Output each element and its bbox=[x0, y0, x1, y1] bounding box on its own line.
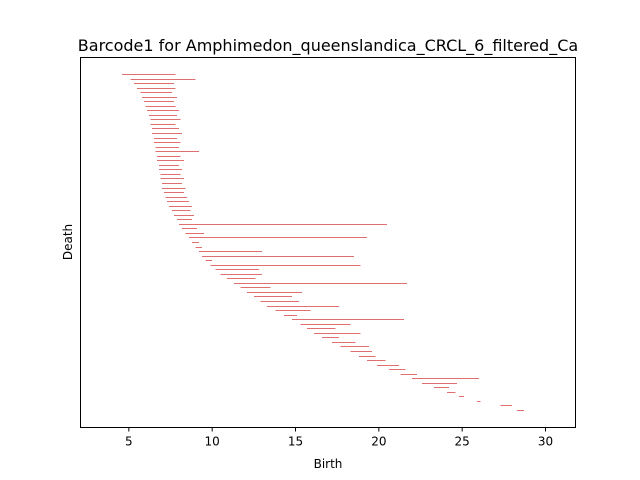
x-tick-label: 5 bbox=[125, 435, 133, 449]
x-tick-label: 25 bbox=[455, 435, 470, 449]
y-axis-label: Death bbox=[61, 224, 75, 260]
x-tick-label: 30 bbox=[538, 435, 553, 449]
x-tick-label: 20 bbox=[371, 435, 386, 449]
x-axis-ticks: 5 10 15 20 25 30 bbox=[125, 427, 553, 449]
x-axis-label: Birth bbox=[314, 457, 343, 471]
x-tick-label: 15 bbox=[288, 435, 303, 449]
x-tick-label: 10 bbox=[205, 435, 220, 449]
chart-title: Barcode1 for Amphimedon_queenslandica_CR… bbox=[78, 36, 578, 56]
plot-frame bbox=[80, 57, 576, 428]
bars-layer bbox=[122, 74, 524, 411]
